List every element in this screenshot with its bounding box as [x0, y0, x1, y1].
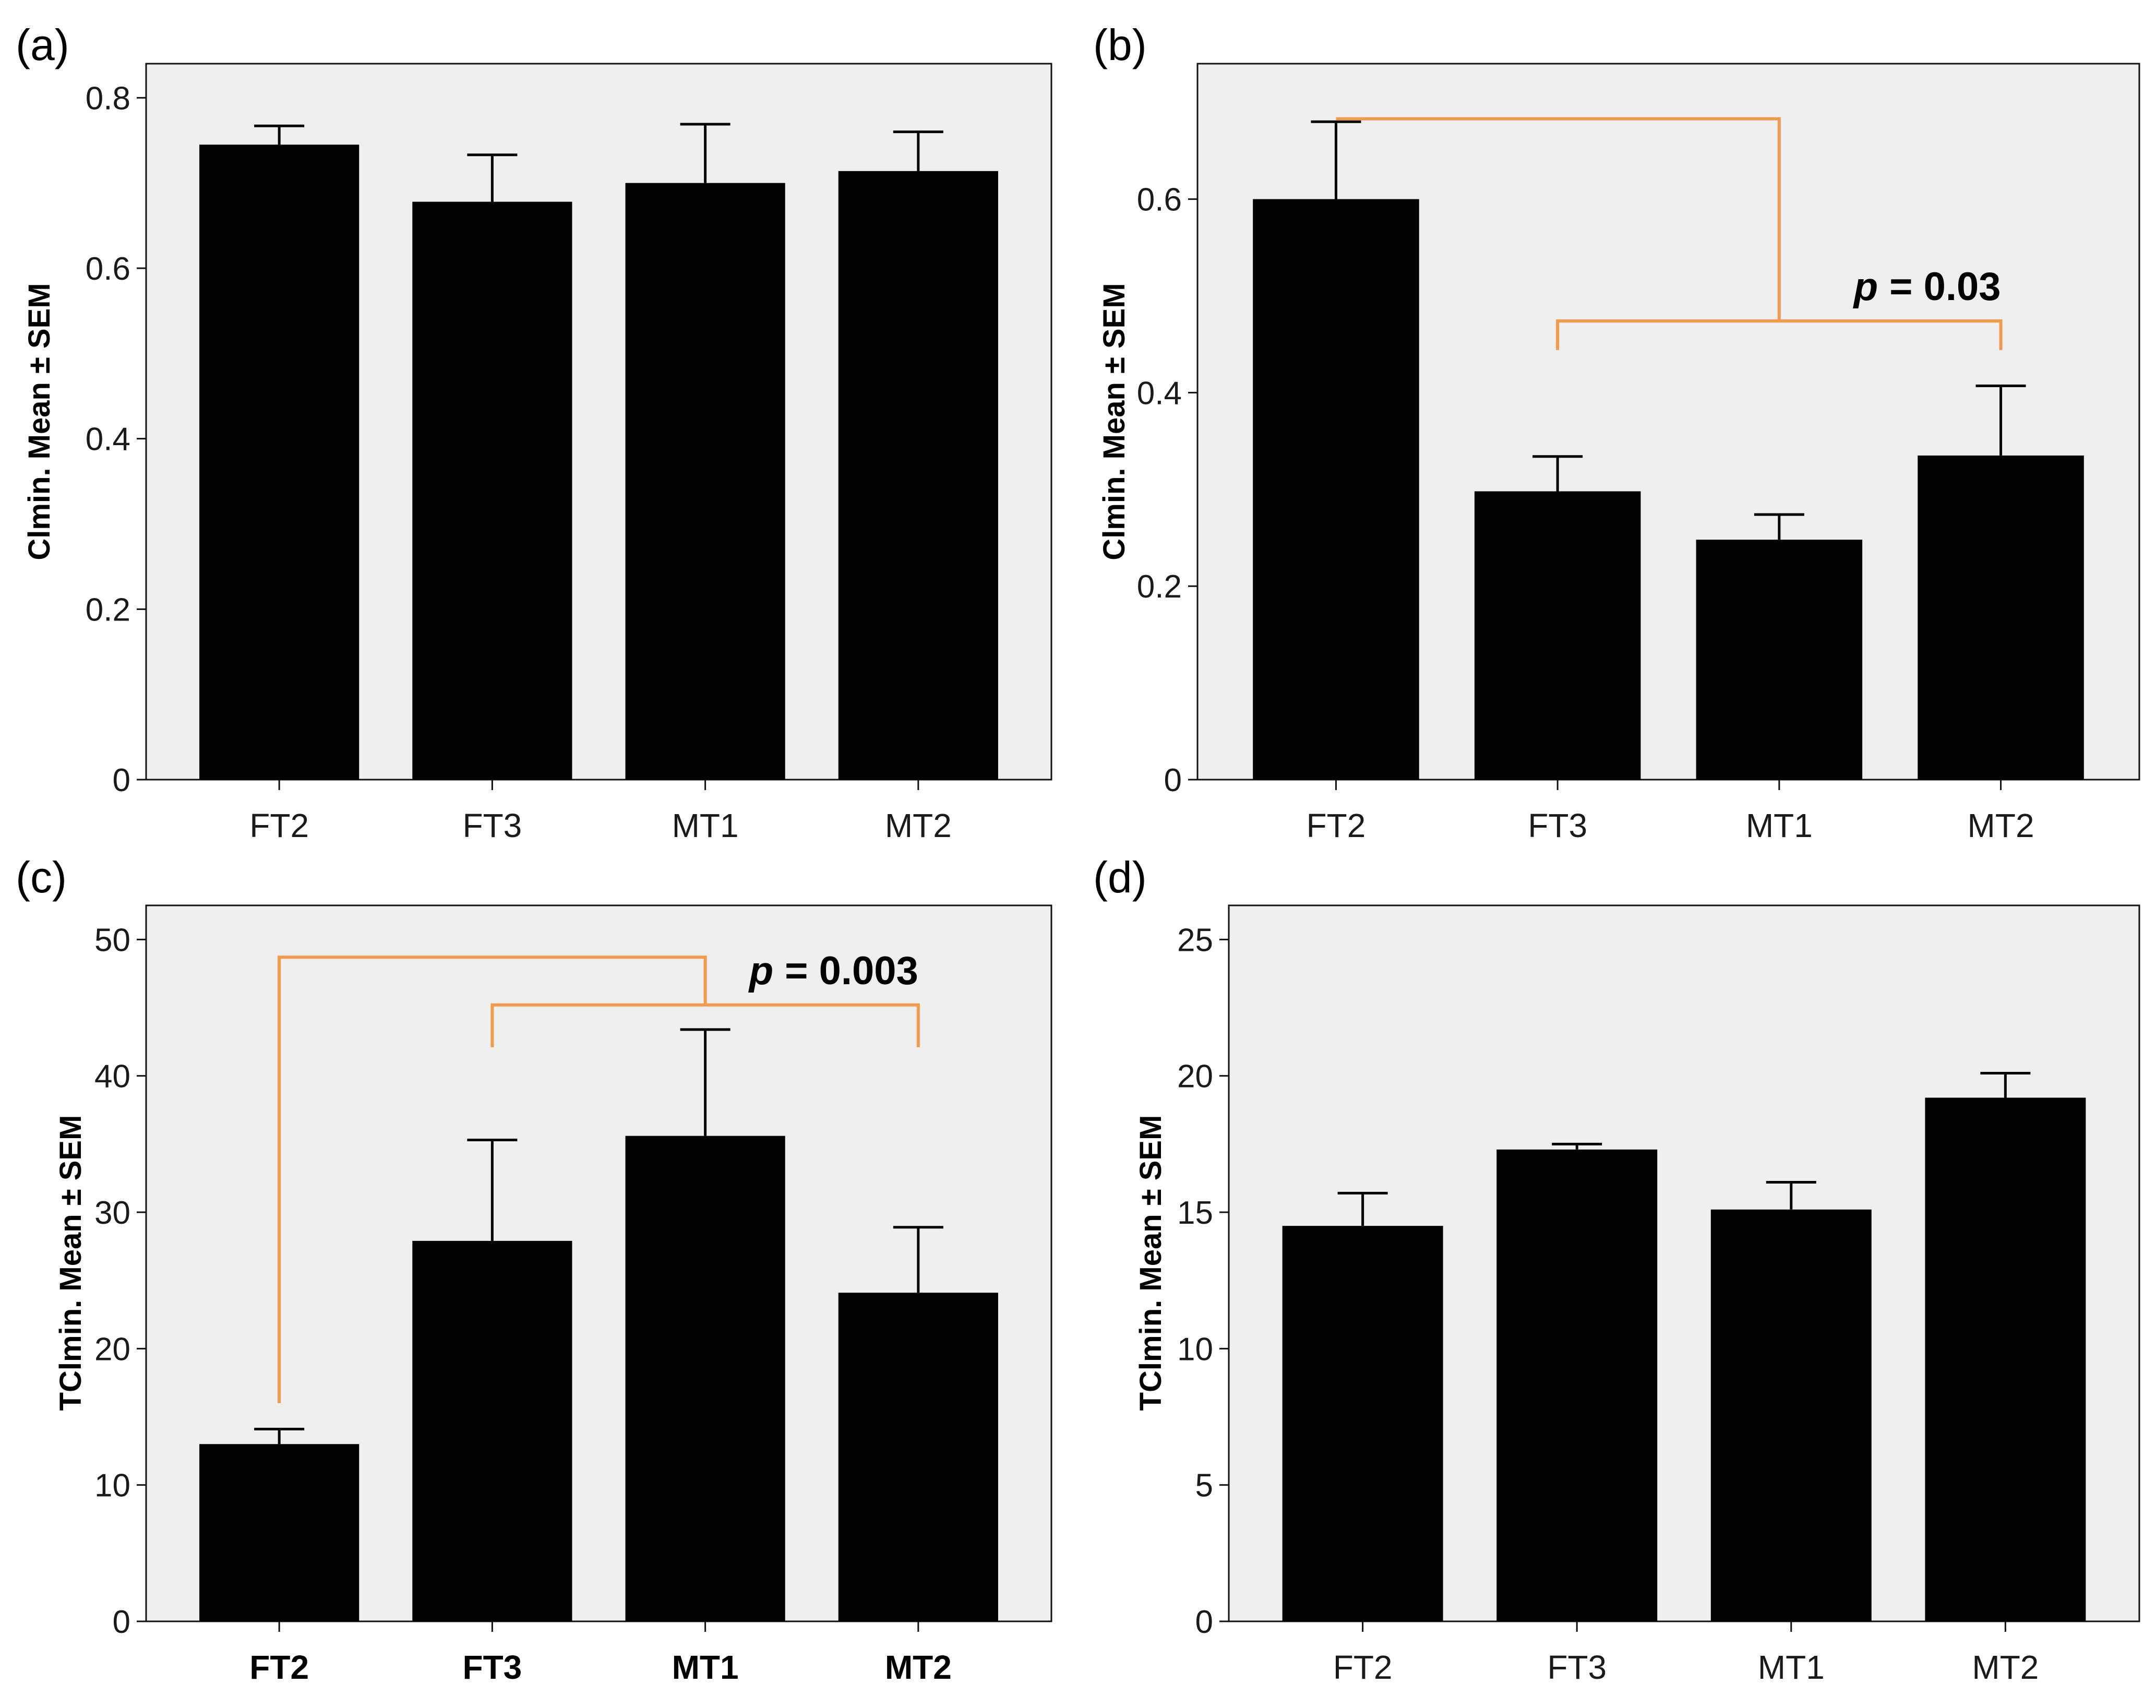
y-tick-label: 20	[94, 1331, 130, 1367]
y-tick-label: 0	[113, 762, 130, 798]
y-tick-label: 20	[1177, 1059, 1213, 1095]
x-tick-label: FT3	[462, 807, 522, 844]
bar	[199, 145, 360, 780]
bar	[838, 1293, 998, 1621]
panel-label: (c)	[16, 853, 67, 902]
bar	[625, 183, 785, 780]
y-axis-label: Clmin. Mean ± SEM	[22, 283, 56, 560]
y-tick-label: 25	[1177, 922, 1213, 958]
x-tick-label: MT1	[1758, 1649, 1825, 1686]
bar	[838, 171, 998, 780]
y-tick-label: 5	[1195, 1468, 1213, 1504]
y-axis-label: Clmin. Mean ± SEM	[1097, 283, 1131, 560]
panel-a: (a) 0 0.2 0.4 0.6 0.8 Clmin. Mean ± SEM FT2 FT3 M…	[16, 20, 1052, 844]
x-tick-label: MT1	[672, 807, 739, 844]
bar	[1474, 491, 1641, 780]
bar	[1925, 1097, 2086, 1621]
y-tick-label: 10	[1177, 1331, 1213, 1367]
y-axis-label: TClmin. Mean ± SEM	[1134, 1115, 1168, 1411]
x-tick-label: FT3	[462, 1649, 522, 1686]
bar	[1282, 1226, 1443, 1621]
x-tick-label: FT2	[1333, 1649, 1393, 1686]
bar	[412, 201, 572, 780]
y-tick-label: 0	[113, 1604, 130, 1640]
y-tick-label: 0.2	[86, 592, 130, 628]
y-tick-label: 50	[94, 922, 130, 958]
x-tick-label: MT2	[1972, 1649, 2039, 1686]
y-tick-label: 0	[1164, 762, 1182, 798]
x-tick-label: FT2	[1307, 807, 1366, 844]
panel-label: (b)	[1093, 20, 1147, 69]
y-tick-label: 0.6	[1137, 182, 1182, 218]
panel-c: (c) 0 10 20 30 40 50 TClmin. Mean ± SEM FT2 FT3 MT…	[16, 853, 1052, 1686]
y-tick-label: 15	[1177, 1195, 1213, 1231]
p-value: = 0.03	[1889, 265, 2001, 309]
x-tick-label: MT2	[1968, 807, 2034, 844]
panel-b: (b) 0 0.2 0.4 0.6 Clmin. Mean ± SEM FT2 FT3 MT1 M…	[1093, 20, 2140, 844]
y-tick-label: 0.6	[86, 251, 130, 287]
x-tick-label: FT3	[1547, 1649, 1607, 1686]
bar	[1496, 1149, 1658, 1621]
y-tick-label: 40	[94, 1059, 130, 1095]
bar	[1696, 540, 1863, 780]
y-tick-label: 0.4	[86, 422, 130, 458]
x-tick-label: FT3	[1528, 807, 1587, 844]
x-tick-label: MT1	[1746, 807, 1813, 844]
panel-label: (d)	[1093, 853, 1147, 902]
y-tick-label: 0.2	[1137, 569, 1182, 605]
p-symbol: p	[748, 949, 773, 993]
bar	[412, 1240, 572, 1621]
panel-label: (a)	[16, 20, 69, 69]
significance-connector	[1336, 117, 1781, 321]
y-tick-label: 0.4	[1137, 375, 1182, 411]
y-tick-label: 10	[94, 1468, 130, 1504]
p-value: = 0.003	[785, 949, 918, 993]
x-tick-label: MT2	[885, 1649, 952, 1686]
bar	[1918, 455, 2084, 780]
x-tick-label: FT2	[249, 807, 309, 844]
x-tick-label: MT1	[672, 1649, 739, 1686]
y-tick-label: 0.8	[86, 80, 130, 116]
bar	[1710, 1209, 1872, 1621]
bar	[199, 1444, 360, 1621]
p-symbol: p	[1853, 265, 1878, 309]
x-tick-label: MT2	[885, 807, 952, 844]
y-tick-label: 0	[1195, 1604, 1213, 1640]
significance-connector	[278, 955, 707, 1403]
bar	[1253, 199, 1419, 780]
panel-d: (d) 0 5 10 15 20 25 TClmin. Mean ± SEM FT2 FT3 MT1…	[1093, 853, 2140, 1686]
y-axis-label: TClmin. Mean ± SEM	[54, 1115, 88, 1411]
p-value-label: p = 0.003	[748, 949, 918, 993]
bar	[625, 1136, 785, 1621]
y-tick-label: 30	[94, 1195, 130, 1231]
x-tick-label: FT2	[249, 1649, 309, 1686]
p-value-label: p = 0.03	[1853, 265, 2001, 309]
